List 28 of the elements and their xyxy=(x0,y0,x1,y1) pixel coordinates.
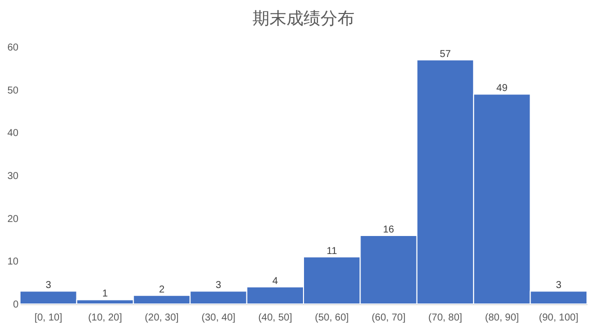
y-tick-label: 20 xyxy=(7,214,19,225)
y-tick-label: 50 xyxy=(7,85,19,96)
x-tick-label: (50, 60] xyxy=(314,312,350,324)
chart-title: 期末成绩分布 xyxy=(252,9,354,28)
data-label: 57 xyxy=(440,48,452,60)
y-tick-label: 40 xyxy=(7,128,19,140)
x-tick-label: (30, 40] xyxy=(201,312,236,324)
data-label: 4 xyxy=(272,276,278,287)
y-tick-label: 30 xyxy=(7,171,19,182)
x-tick-label: [0, 10] xyxy=(34,312,62,324)
data-label: 49 xyxy=(496,83,508,94)
y-tick-label: 10 xyxy=(7,256,19,268)
x-tick-label: (80, 90] xyxy=(484,312,520,324)
x-tick-label: (60, 70] xyxy=(372,312,406,324)
x-tick-label: (40, 50] xyxy=(258,312,292,324)
y-tick-label: 0 xyxy=(12,300,19,310)
data-label: 1 xyxy=(102,288,108,300)
x-tick-label: (70, 80] xyxy=(428,312,462,324)
x-tick-label: (90, 100] xyxy=(538,312,579,324)
data-label: 11 xyxy=(326,246,338,257)
data-label: 3 xyxy=(556,280,562,292)
data-label: 2 xyxy=(158,284,165,296)
x-tick-label: (10, 20] xyxy=(88,312,122,324)
data-label: 3 xyxy=(216,280,222,292)
data-label: 16 xyxy=(382,224,395,236)
data-label: 3 xyxy=(46,280,52,292)
y-tick-label: 60 xyxy=(7,42,19,54)
x-tick-label: (20, 30] xyxy=(144,312,179,324)
